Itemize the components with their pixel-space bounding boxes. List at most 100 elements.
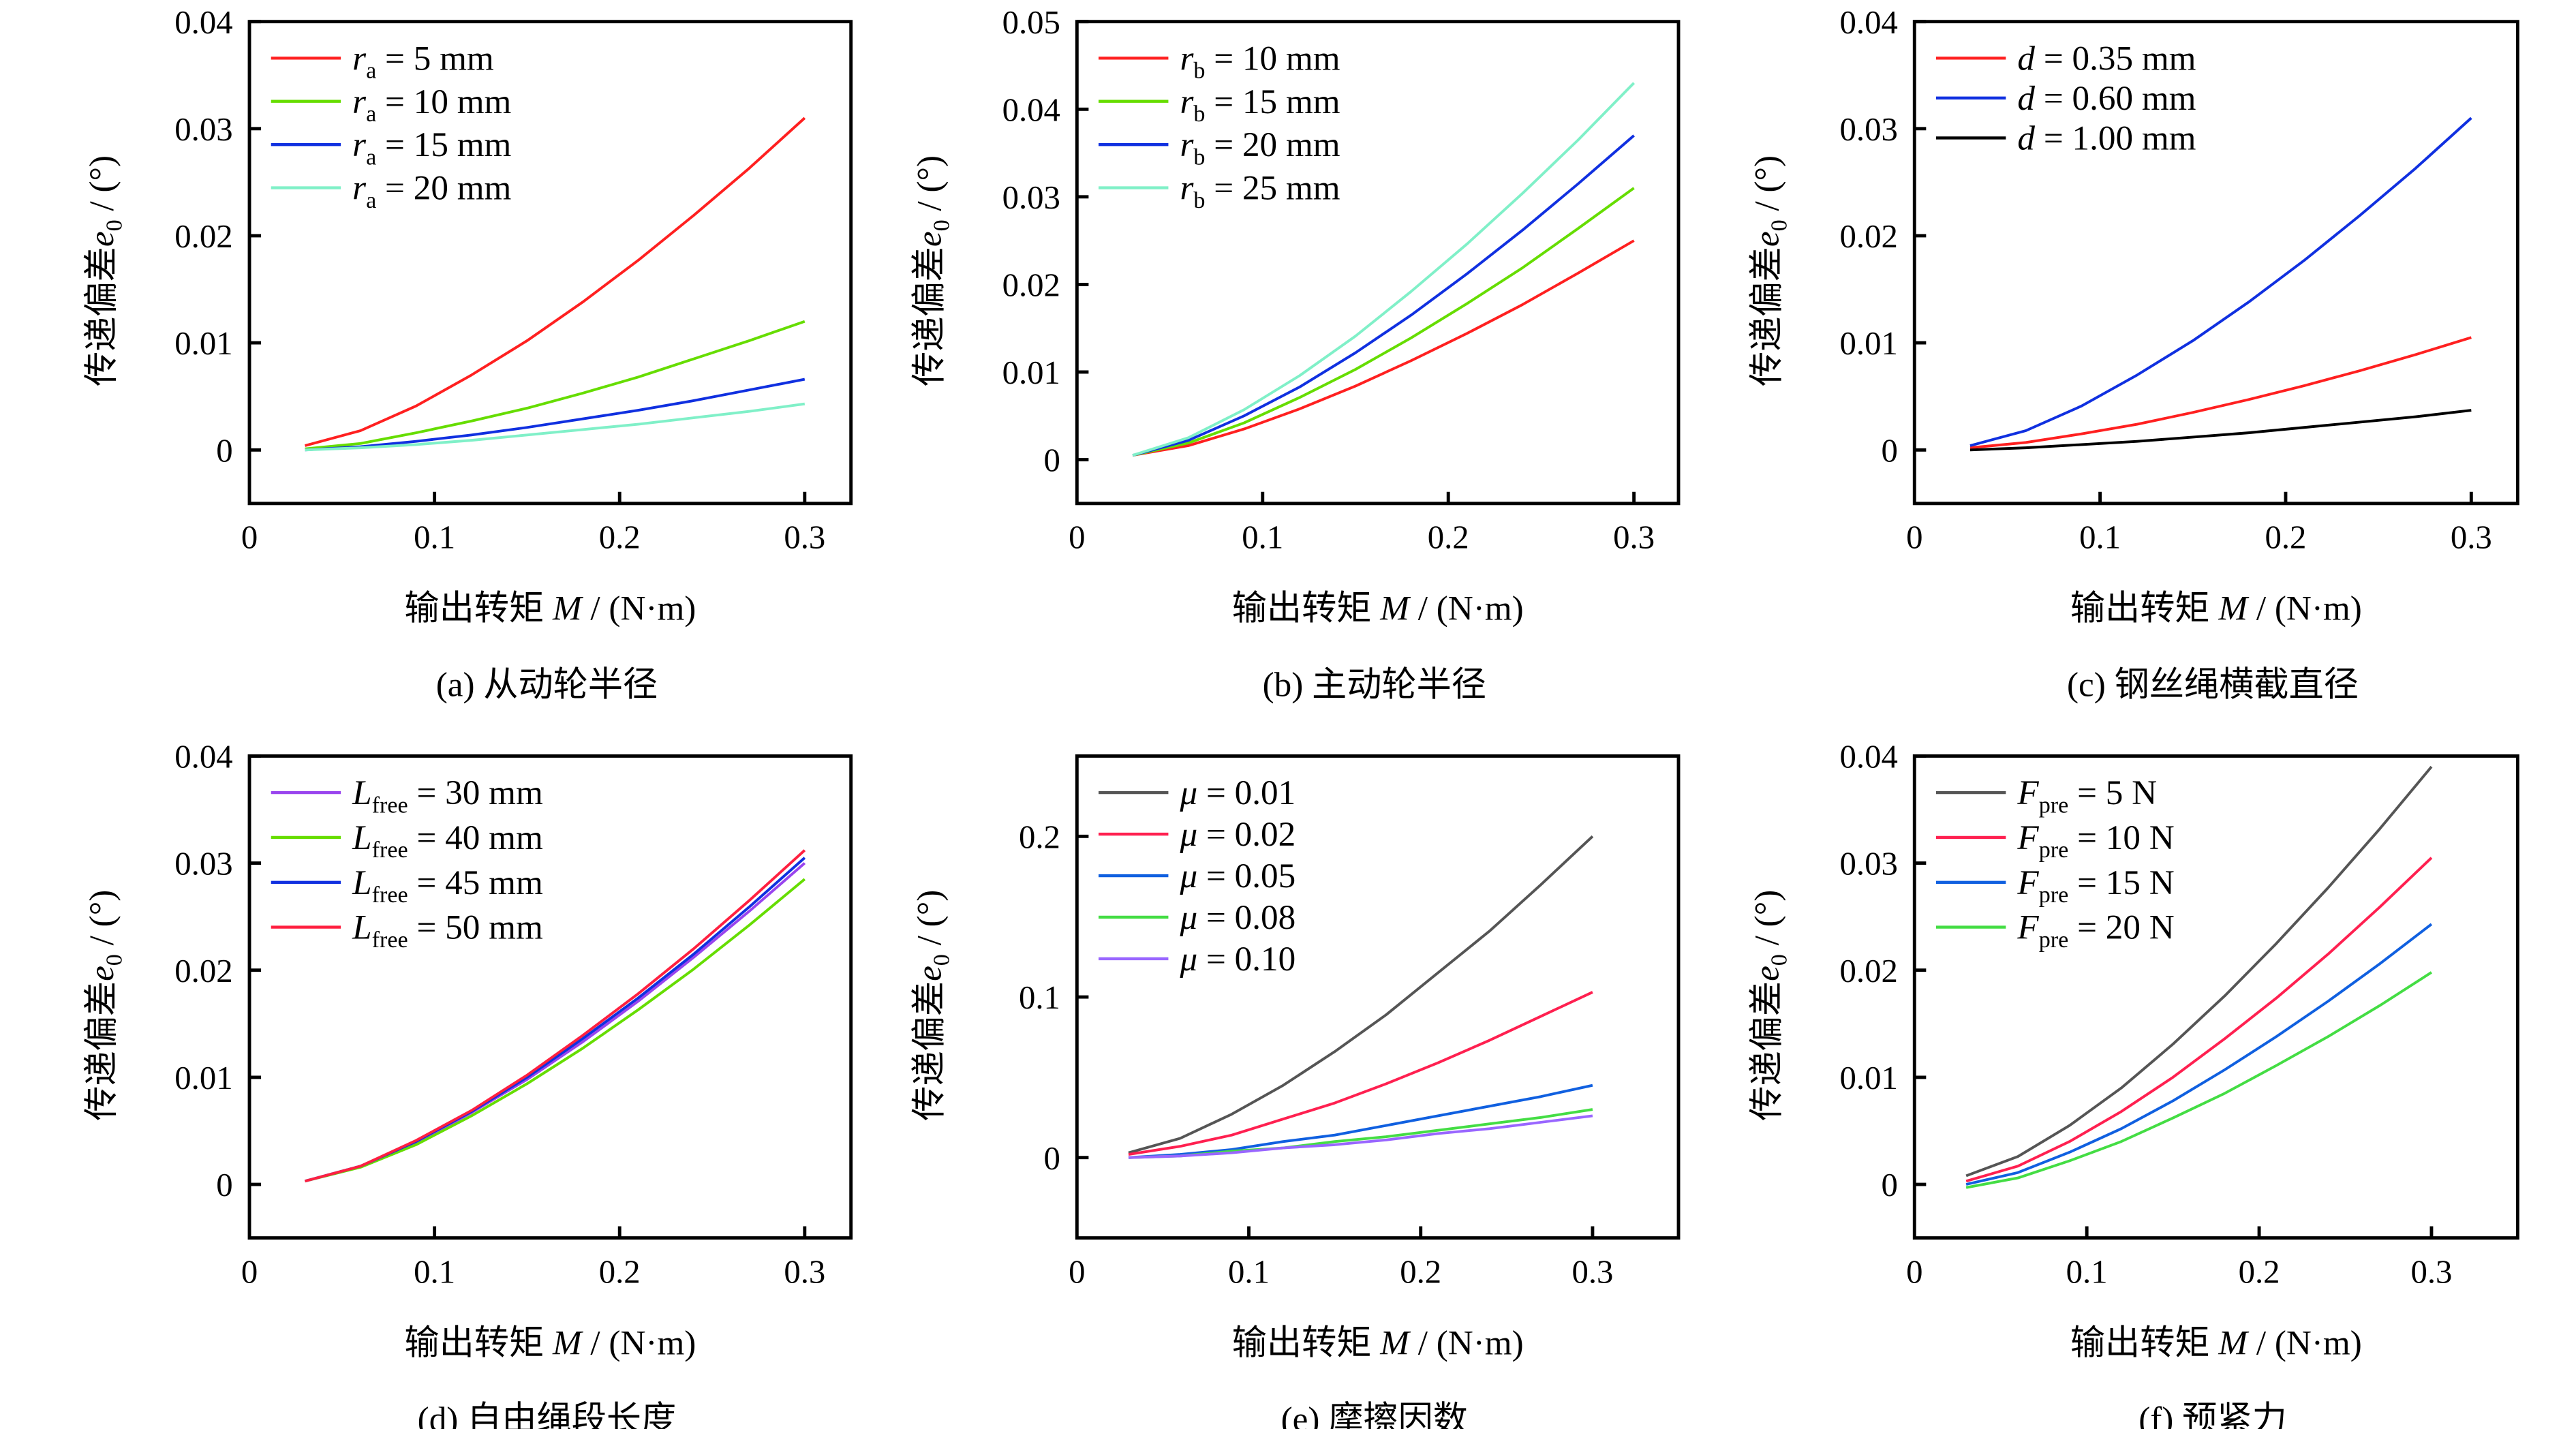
y-tick-label: 0.03 <box>1840 846 1898 882</box>
chart-panel-b: 0 0.1 0.2 0.3 0 0.01 0.02 0.03 0.04 0.05 输出转矩 M / … <box>910 4 1681 705</box>
legend-symbol: F <box>2017 863 2039 902</box>
y-tick-label: 0 <box>1882 1167 1898 1203</box>
y-label-text: 传递偏差 <box>1747 247 1786 386</box>
chart-panel-d: 0 0.1 0.2 0.3 0 0.01 0.02 0.03 0.04 输出转矩 M / (N·m… <box>82 739 853 1429</box>
x-tick-label: 0.1 <box>414 519 455 556</box>
x-tick-label: 0 <box>241 519 258 556</box>
y-axis-label: 传递偏差e0 / (°) <box>82 155 127 386</box>
series-line-0 <box>304 862 806 1183</box>
panel-caption: (c) 钢丝绳横截直径 <box>2067 666 2359 705</box>
x-label-variable: M <box>1379 589 1411 628</box>
y-label-subscript: 0 <box>1767 954 1792 966</box>
y-tick-label: 0 <box>1044 442 1060 479</box>
y-tick-label: 0.01 <box>1002 354 1060 391</box>
legend-value: = 10 mm <box>376 82 511 121</box>
plot-frame <box>247 20 853 506</box>
legend-subscript: free <box>372 927 408 953</box>
y-tick-label: 0.02 <box>1840 953 1898 989</box>
legend-symbol: r <box>1180 39 1195 78</box>
x-tick-label: 0.3 <box>2410 1253 2452 1290</box>
legend-entry: Fpre = 15 N <box>2017 863 2174 908</box>
legend-subscript: a <box>366 144 376 170</box>
x-label-unit: / (N·m) <box>1409 1323 1524 1362</box>
legend-value: = 20 mm <box>376 169 511 208</box>
y-label-unit: / (°) <box>1747 155 1786 219</box>
y-tick-label: 0.04 <box>1840 739 1898 775</box>
chart-panel-c: 0 0.1 0.2 0.3 0 0.01 0.02 0.03 0.04 输出转矩 M / (N·m… <box>1747 4 2519 705</box>
y-tick-label: 0.1 <box>1019 979 1060 1016</box>
legend-subscript: free <box>372 882 408 908</box>
series-line-2 <box>1132 134 1635 457</box>
y-tick-label: 0.03 <box>174 111 232 148</box>
x-axis-label: 输出转矩 M / (N·m) <box>1232 1323 1524 1362</box>
y-tick-label: 0.01 <box>174 1060 232 1096</box>
series-line-4 <box>1128 1114 1593 1159</box>
legend-subscript: b <box>1193 102 1205 127</box>
y-axis-label: 传递偏差e0 / (°) <box>1747 890 1792 1121</box>
legend-value: = 0.08 <box>1197 898 1295 937</box>
x-axis-label: 输出转矩 M / (N·m) <box>2070 1323 2362 1362</box>
y-label-text: 传递偏差 <box>1747 981 1786 1121</box>
x-tick-label: 0.1 <box>2079 519 2121 556</box>
legend-symbol: r <box>352 82 367 121</box>
legend-entry: ra = 15 mm <box>352 125 511 170</box>
series-line-1 <box>305 878 806 1183</box>
plot-frame <box>1075 20 1681 506</box>
x-label-text: 输出转矩 <box>404 1323 553 1362</box>
y-tick-label: 0.03 <box>1002 179 1060 216</box>
legend-value: = 15 mm <box>1205 82 1340 121</box>
series-line-2 <box>1128 1084 1593 1159</box>
legend-entry: Lfree = 45 mm <box>352 863 543 908</box>
y-label-variable: e <box>910 966 949 981</box>
x-label-text: 输出转矩 <box>404 589 553 628</box>
legend-value: = 0.01 <box>1197 773 1295 812</box>
y-tick-label: 0.01 <box>1840 1060 1898 1096</box>
y-label-text: 传递偏差 <box>910 981 949 1121</box>
x-axis-label: 输出转矩 M / (N·m) <box>1232 589 1524 628</box>
y-tick-label: 0.2 <box>1019 818 1060 855</box>
chart-panel-a: 0 0.1 0.2 0.3 0 0.01 0.02 0.03 0.04 输出转矩 M / (N·m… <box>82 4 853 705</box>
series-line-0 <box>1969 336 2472 450</box>
legend: d = 0.35 mmd = 0.60 mmd = 1.00 mm <box>1935 39 2196 157</box>
legend-value: = 20 N <box>2068 908 2174 947</box>
x-label-unit: / (N·m) <box>582 1323 696 1362</box>
legend-value: = 0.35 mm <box>2035 39 2196 78</box>
y-tick-label: 0.03 <box>174 846 232 882</box>
legend-entry: rb = 20 mm <box>1180 125 1340 170</box>
y-tick-label: 0.04 <box>1840 4 1898 41</box>
series-line-3 <box>305 402 806 452</box>
legend-entry: μ = 0.02 <box>1180 815 1296 854</box>
y-tick-label: 0.02 <box>1002 266 1060 303</box>
legend-value: = 50 mm <box>408 908 543 947</box>
legend-symbol: r <box>352 39 367 78</box>
legend-value: = 45 mm <box>408 863 543 902</box>
legend-symbol: μ <box>1180 898 1198 937</box>
y-label-subscript: 0 <box>1767 219 1792 231</box>
x-tick-label: 0.2 <box>599 519 641 556</box>
legend-symbol: d <box>2017 119 2035 157</box>
x-tick-label: 0.1 <box>414 1253 455 1290</box>
legend-subscript: b <box>1193 59 1205 84</box>
x-axis-label: 输出转矩 M / (N·m) <box>2070 589 2362 628</box>
y-label-unit: / (°) <box>910 890 949 954</box>
x-tick-label: 0.3 <box>784 1253 825 1290</box>
legend-entry: d = 1.00 mm <box>2017 119 2196 157</box>
legend-value: = 0.02 <box>1197 815 1295 854</box>
legend-symbol: μ <box>1180 940 1198 979</box>
legend-entry: d = 0.60 mm <box>2017 79 2196 118</box>
series-line-0 <box>1128 835 1594 1154</box>
legend-symbol: F <box>2017 773 2039 812</box>
x-axis-label: 输出转矩 M / (N·m) <box>404 589 696 628</box>
legend-entry: Lfree = 50 mm <box>352 908 543 953</box>
series-line-3 <box>304 849 806 1183</box>
series-line-2 <box>1965 923 2433 1186</box>
x-label-variable: M <box>1379 1323 1411 1362</box>
legend-value: = 10 mm <box>1205 39 1340 78</box>
legend-entry: rb = 10 mm <box>1180 39 1340 83</box>
x-tick-label: 0 <box>241 1253 258 1290</box>
legend-value: = 40 mm <box>408 818 543 857</box>
y-label-subscript: 0 <box>102 954 127 966</box>
